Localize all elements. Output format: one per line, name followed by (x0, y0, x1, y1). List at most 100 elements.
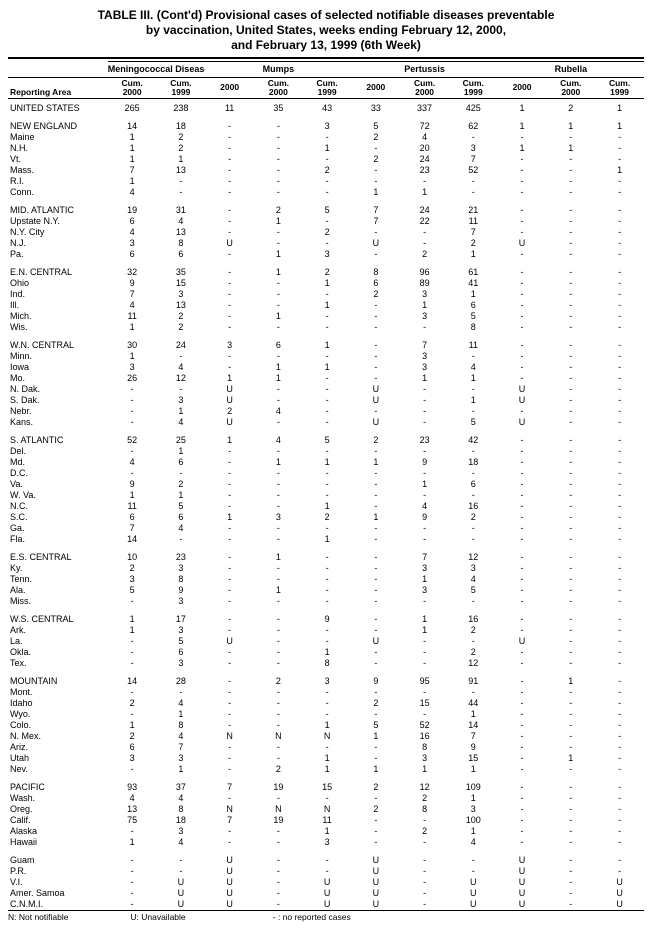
col-header: Cum.1999 (595, 78, 644, 99)
data-cell: - (400, 636, 449, 647)
data-cell: - (595, 512, 644, 523)
area-cell: Kans. (8, 417, 108, 428)
data-cell: - (254, 176, 303, 187)
data-cell: U (498, 899, 547, 911)
data-cell: - (254, 523, 303, 534)
data-cell: - (205, 687, 254, 698)
data-cell: 1 (449, 373, 498, 384)
data-cell: 109 (449, 775, 498, 793)
group-header: Meningococcal Disease (108, 62, 205, 78)
data-cell: - (595, 446, 644, 457)
area-cell: NEW ENGLAND (8, 114, 108, 132)
data-cell: 8 (303, 658, 352, 669)
data-cell: - (205, 753, 254, 764)
data-cell: - (595, 362, 644, 373)
data-cell: - (546, 406, 595, 417)
data-cell: - (498, 501, 547, 512)
data-cell: - (254, 687, 303, 698)
data-cell: - (254, 742, 303, 753)
data-cell: 19 (108, 198, 157, 216)
data-cell: - (498, 753, 547, 764)
data-cell: - (498, 731, 547, 742)
data-cell: - (205, 165, 254, 176)
data-cell: U (595, 888, 644, 899)
data-cell: 24 (400, 198, 449, 216)
data-cell: 4 (449, 362, 498, 373)
data-cell: - (351, 501, 400, 512)
area-cell: Ariz. (8, 742, 108, 753)
data-cell: 7 (449, 154, 498, 165)
data-cell: 7 (157, 742, 206, 753)
area-cell: Amer. Samoa (8, 888, 108, 899)
data-cell: - (595, 428, 644, 446)
data-cell: 2 (351, 289, 400, 300)
data-cell: - (303, 417, 352, 428)
table-row: UNITED STATES26523811354333337425121 (8, 98, 644, 114)
area-cell: Utah (8, 753, 108, 764)
data-cell: - (351, 793, 400, 804)
data-cell: - (303, 351, 352, 362)
data-cell: U (498, 877, 547, 888)
table-row: Mass.713--2-2352--1 (8, 165, 644, 176)
data-cell: - (351, 468, 400, 479)
data-cell: N (205, 731, 254, 742)
area-header: Reporting Area (8, 78, 108, 99)
data-cell: - (254, 165, 303, 176)
data-cell: - (205, 742, 254, 753)
data-cell: - (254, 384, 303, 395)
data-cell: N (254, 804, 303, 815)
data-cell: - (400, 490, 449, 501)
data-cell: - (108, 647, 157, 658)
data-cell: - (254, 154, 303, 165)
data-cell: - (595, 187, 644, 198)
data-cell: 5 (351, 114, 400, 132)
data-cell: 4 (108, 227, 157, 238)
data-cell: 3 (449, 143, 498, 154)
data-cell: - (595, 395, 644, 406)
data-cell: - (595, 793, 644, 804)
data-cell: - (498, 775, 547, 793)
data-cell: - (108, 468, 157, 479)
data-cell: - (595, 731, 644, 742)
data-cell: - (498, 607, 547, 625)
col-header: Cum.2000 (108, 78, 157, 99)
data-cell: - (205, 143, 254, 154)
table-row: Iowa34-11-34--- (8, 362, 644, 373)
data-cell: - (351, 658, 400, 669)
data-cell: 7 (108, 165, 157, 176)
data-cell: - (108, 384, 157, 395)
data-cell: - (351, 311, 400, 322)
data-cell: - (546, 333, 595, 351)
data-cell: 3 (400, 351, 449, 362)
data-cell: - (400, 837, 449, 848)
data-cell: U (157, 899, 206, 911)
col-header: 2000 (205, 78, 254, 99)
data-cell: 1 (449, 793, 498, 804)
data-cell: 1 (254, 545, 303, 563)
data-cell: - (254, 534, 303, 545)
data-cell: - (205, 176, 254, 187)
area-cell: W. Va. (8, 490, 108, 501)
data-cell: - (595, 260, 644, 278)
data-cell: N (254, 731, 303, 742)
data-cell: - (400, 468, 449, 479)
data-cell: 3 (157, 658, 206, 669)
data-cell: - (595, 333, 644, 351)
data-cell: - (546, 848, 595, 866)
data-cell: - (595, 625, 644, 636)
data-cell: U (351, 395, 400, 406)
data-cell: - (546, 490, 595, 501)
data-cell: - (303, 636, 352, 647)
data-cell: 13 (157, 165, 206, 176)
data-cell: 1 (108, 625, 157, 636)
data-cell: 13 (157, 227, 206, 238)
data-cell: - (351, 837, 400, 848)
area-cell: Ohio (8, 278, 108, 289)
data-cell: 9 (157, 585, 206, 596)
data-cell: 6 (108, 742, 157, 753)
data-cell: 11 (205, 98, 254, 114)
area-cell: W.S. CENTRAL (8, 607, 108, 625)
data-cell: 7 (108, 523, 157, 534)
data-cell: 1 (449, 709, 498, 720)
data-cell: - (546, 165, 595, 176)
